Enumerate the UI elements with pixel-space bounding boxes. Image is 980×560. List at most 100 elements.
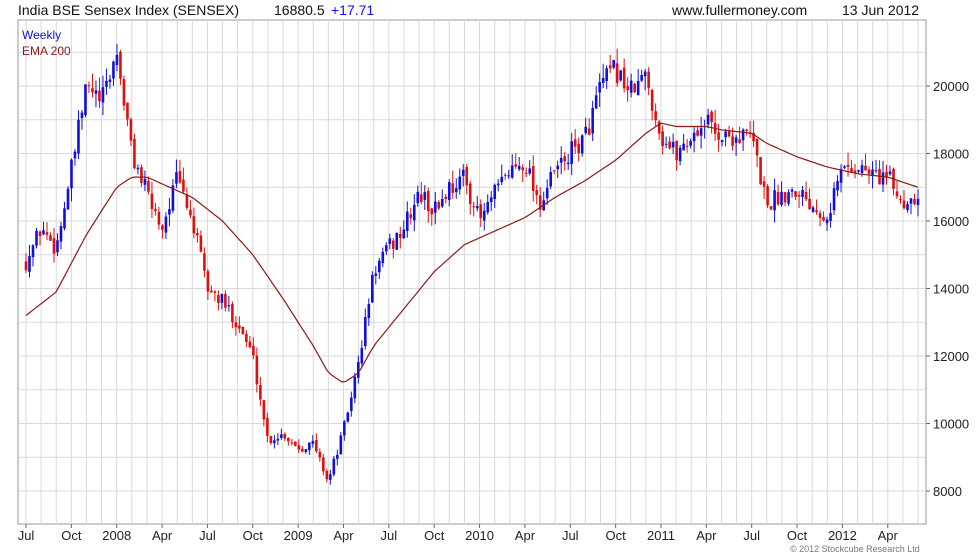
candle-body xyxy=(913,198,916,205)
x-tick-label: 2009 xyxy=(284,528,313,543)
candle-body xyxy=(374,273,378,276)
candle-body xyxy=(538,195,542,210)
candle-body xyxy=(489,197,493,203)
candle-body xyxy=(552,170,556,172)
candle-body xyxy=(426,190,430,212)
x-tick-label: Jul xyxy=(18,528,35,543)
candle-body xyxy=(161,225,164,230)
candle-body xyxy=(175,172,178,184)
candle-body xyxy=(45,232,49,235)
candle-body xyxy=(895,191,899,197)
candle-body xyxy=(881,172,885,185)
y-axis: 8000 10000 12000 14000 16000 18000 20000 xyxy=(926,79,969,499)
candle-body xyxy=(178,171,182,183)
candle-body xyxy=(846,164,850,167)
candle-body xyxy=(220,293,224,303)
source-label: www.fullermoney.com xyxy=(672,2,808,18)
candle-body xyxy=(790,189,794,192)
x-tick-label: Apr xyxy=(333,528,354,543)
x-tick-label: Oct xyxy=(243,528,264,543)
candle-body xyxy=(294,441,297,446)
candle-body xyxy=(472,206,476,208)
candle-body xyxy=(755,139,759,156)
candle-body xyxy=(619,70,622,81)
candle-body xyxy=(769,206,773,210)
candle-body xyxy=(388,238,392,245)
candle-body xyxy=(143,178,147,185)
candle-body xyxy=(238,325,241,329)
candle-body xyxy=(332,458,336,475)
candle-body xyxy=(378,260,381,273)
candle-body xyxy=(140,167,143,184)
candle-body xyxy=(346,412,350,422)
candle-body xyxy=(84,84,87,116)
candle-body xyxy=(409,214,413,219)
candle-body xyxy=(280,434,283,438)
candle-body xyxy=(762,181,766,187)
candle-body xyxy=(38,231,42,237)
candle-body xyxy=(98,90,101,102)
candle-body xyxy=(451,183,455,193)
candle-body xyxy=(699,128,703,136)
candle-body xyxy=(745,129,748,131)
x-tick-label: Oct xyxy=(787,528,808,543)
candle-body xyxy=(350,397,353,412)
candle-body xyxy=(248,341,252,348)
candle-body xyxy=(507,175,511,177)
candle-body xyxy=(475,206,479,209)
candle-body xyxy=(521,167,525,171)
candle-body xyxy=(119,51,122,79)
candle-body xyxy=(241,326,245,335)
candle-body xyxy=(808,198,811,210)
candle-body xyxy=(503,174,507,176)
candle-body xyxy=(608,65,612,69)
candle-body xyxy=(391,240,395,249)
candle-body xyxy=(168,209,171,215)
candle-body xyxy=(577,143,580,154)
candle-body xyxy=(486,201,490,213)
candle-body xyxy=(336,454,339,459)
candle-body xyxy=(80,112,84,119)
candle-body xyxy=(584,126,587,134)
candle-body xyxy=(731,136,734,146)
candle-body xyxy=(776,192,780,205)
candle-body xyxy=(367,304,371,319)
candle-body xyxy=(35,230,38,246)
candle-body xyxy=(780,191,783,205)
x-tick-label: Oct xyxy=(606,528,627,543)
candle-body xyxy=(860,165,864,173)
candle-body xyxy=(395,232,399,250)
candle-body xyxy=(647,71,650,88)
chart-date: 13 Jun 2012 xyxy=(842,2,920,18)
candle-body xyxy=(339,435,343,455)
candle-body xyxy=(245,333,248,342)
y-tick-label: 10000 xyxy=(933,417,969,432)
candle-body xyxy=(818,213,822,219)
candle-body xyxy=(234,322,238,328)
candle-body xyxy=(668,141,671,149)
candle-body xyxy=(493,184,497,199)
plot-area xyxy=(17,19,927,525)
candle-body xyxy=(566,162,570,165)
candle-body xyxy=(580,135,584,154)
candle-body xyxy=(461,169,465,176)
candle-body xyxy=(31,245,35,258)
candle-body xyxy=(479,204,483,218)
candle-body xyxy=(773,190,776,211)
candle-body xyxy=(836,181,839,191)
candle-body xyxy=(66,188,70,210)
candle-body xyxy=(185,194,189,208)
candle-body xyxy=(661,131,664,147)
candle-body xyxy=(87,85,91,87)
y-tick-label: 14000 xyxy=(933,282,969,297)
candle-body xyxy=(804,192,808,200)
candle-body xyxy=(843,166,846,168)
candle-body xyxy=(301,448,304,452)
candle-body xyxy=(398,233,402,238)
candle-body xyxy=(311,440,315,444)
x-tick-label: Apr xyxy=(515,528,536,543)
candle-body xyxy=(364,317,367,347)
candle-body xyxy=(444,196,448,199)
candle-body xyxy=(276,438,280,441)
candle-body xyxy=(643,71,647,77)
